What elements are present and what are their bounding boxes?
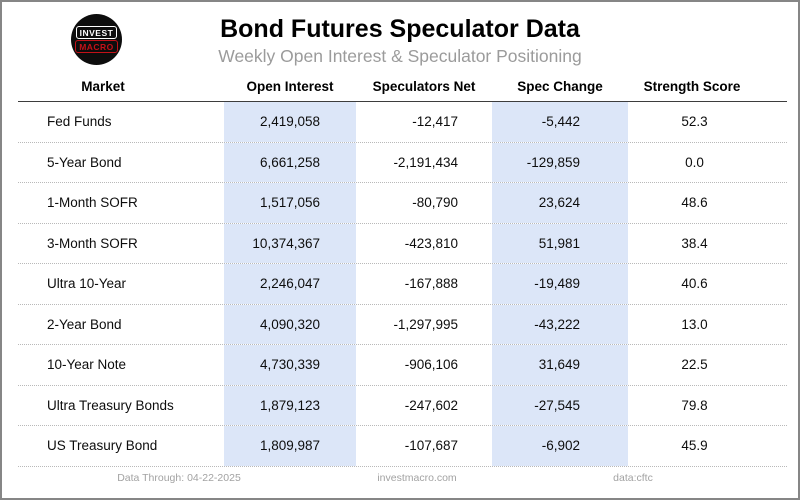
cell-spec-change: -43,222 <box>492 304 628 344</box>
logo-line-macro: MACRO <box>75 40 118 53</box>
table-row: 2-Year Bond 4,090,320 -1,297,995 -43,222 13.… <box>18 304 787 345</box>
column-header-spec-change: Spec Change <box>517 79 603 94</box>
cell-strength-score: 45.9 <box>681 438 708 454</box>
cell-open-interest: 10,374,367 <box>224 223 356 263</box>
page-title: Bond Futures Speculator Data <box>220 15 580 43</box>
table-row: 10-Year Note 4,730,339 -906,106 31,649 22.5 <box>18 345 787 386</box>
cell-market: Ultra 10-Year <box>47 276 127 292</box>
cell-strength-score: 79.8 <box>681 397 708 413</box>
cell-spec-change: 23,624 <box>492 183 628 223</box>
cell-strength-score: 0.0 <box>685 154 704 170</box>
cell-market: 10-Year Note <box>47 357 127 373</box>
table-row: Fed Funds 2,419,058 -12,417 -5,442 52.3 <box>18 102 787 143</box>
cell-market: 1-Month SOFR <box>47 195 138 211</box>
cell-open-interest: 2,419,058 <box>224 102 356 142</box>
cell-speculators-net: -906,106 <box>404 357 458 373</box>
cell-spec-change: 31,649 <box>492 345 628 385</box>
cell-speculators-net: -80,790 <box>412 195 458 211</box>
cell-open-interest: 6,661,258 <box>224 142 356 182</box>
header: Bond Futures Speculator Data Weekly Open… <box>2 14 798 67</box>
cell-open-interest: 1,809,987 <box>224 426 356 466</box>
cell-spec-change: -5,442 <box>492 102 628 142</box>
cell-spec-change: 51,981 <box>492 223 628 263</box>
cell-open-interest: 2,246,047 <box>224 264 356 304</box>
cell-strength-score: 40.6 <box>681 276 708 292</box>
cell-market: 2-Year Bond <box>47 316 122 332</box>
cell-spec-change: -6,902 <box>492 426 628 466</box>
cell-strength-score: 22.5 <box>681 357 708 373</box>
table-row: Ultra 10-Year 2,246,047 -167,888 -19,489 40.… <box>18 264 787 305</box>
column-header-strength-score: Strength Score <box>643 79 741 94</box>
investmacro-logo-icon: INVEST MACRO <box>71 14 122 65</box>
speculator-table: Market Open Interest Speculators Net Spe… <box>18 72 787 467</box>
cell-market: US Treasury Bond <box>47 438 158 454</box>
table-row: 1-Month SOFR 1,517,056 -80,790 23,624 48.6 <box>18 183 787 224</box>
cell-open-interest: 1,879,123 <box>224 385 356 425</box>
cell-open-interest: 4,730,339 <box>224 345 356 385</box>
cell-market: Ultra Treasury Bonds <box>47 397 174 413</box>
column-header-speculators-net: Speculators Net <box>372 79 476 94</box>
table-row: Ultra Treasury Bonds 1,879,123 -247,602 -27… <box>18 385 787 426</box>
cell-open-interest: 1,517,056 <box>224 183 356 223</box>
cell-spec-change: -129,859 <box>492 142 628 182</box>
cell-speculators-net: -247,602 <box>404 397 458 413</box>
cell-speculators-net: -12,417 <box>412 114 458 130</box>
table-row: 3-Month SOFR 10,374,367 -423,810 51,981 38.4 <box>18 223 787 264</box>
cell-strength-score: 13.0 <box>681 316 708 332</box>
cell-open-interest: 4,090,320 <box>224 304 356 344</box>
cell-speculators-net: -423,810 <box>404 235 458 251</box>
table-body: Fed Funds 2,419,058 -12,417 -5,442 52.3 5-Yea… <box>18 102 787 467</box>
cell-speculators-net: -167,888 <box>404 276 458 292</box>
logo-line-invest: INVEST <box>75 26 118 39</box>
table-row: 5-Year Bond 6,661,258 -2,191,434 -129,859 0.… <box>18 142 787 183</box>
page-subtitle: Weekly Open Interest & Speculator Positi… <box>218 46 582 66</box>
footer-source: data:cftc <box>613 472 653 484</box>
cell-market: Fed Funds <box>47 114 112 130</box>
cell-speculators-net: -1,297,995 <box>393 316 458 332</box>
column-header-market: Market <box>81 79 125 94</box>
cell-strength-score: 48.6 <box>681 195 708 211</box>
cell-speculators-net: -2,191,434 <box>393 154 458 170</box>
logo-text-box: INVEST MACRO <box>75 26 118 53</box>
cell-speculators-net: -107,687 <box>404 438 458 454</box>
cell-market: 5-Year Bond <box>47 154 122 170</box>
table-header-row: Market Open Interest Speculators Net Spe… <box>18 72 787 102</box>
footer-site: investmacro.com <box>377 472 457 484</box>
cell-spec-change: -19,489 <box>492 264 628 304</box>
cell-strength-score: 38.4 <box>681 235 708 251</box>
cell-market: 3-Month SOFR <box>47 235 138 251</box>
footer-data-through: Data Through: 04-22-2025 <box>117 472 241 484</box>
column-header-open-interest: Open Interest <box>246 79 334 94</box>
cell-spec-change: -27,545 <box>492 385 628 425</box>
cell-strength-score: 52.3 <box>681 114 708 130</box>
table-row: US Treasury Bond 1,809,987 -107,687 -6,902 4… <box>18 426 787 467</box>
